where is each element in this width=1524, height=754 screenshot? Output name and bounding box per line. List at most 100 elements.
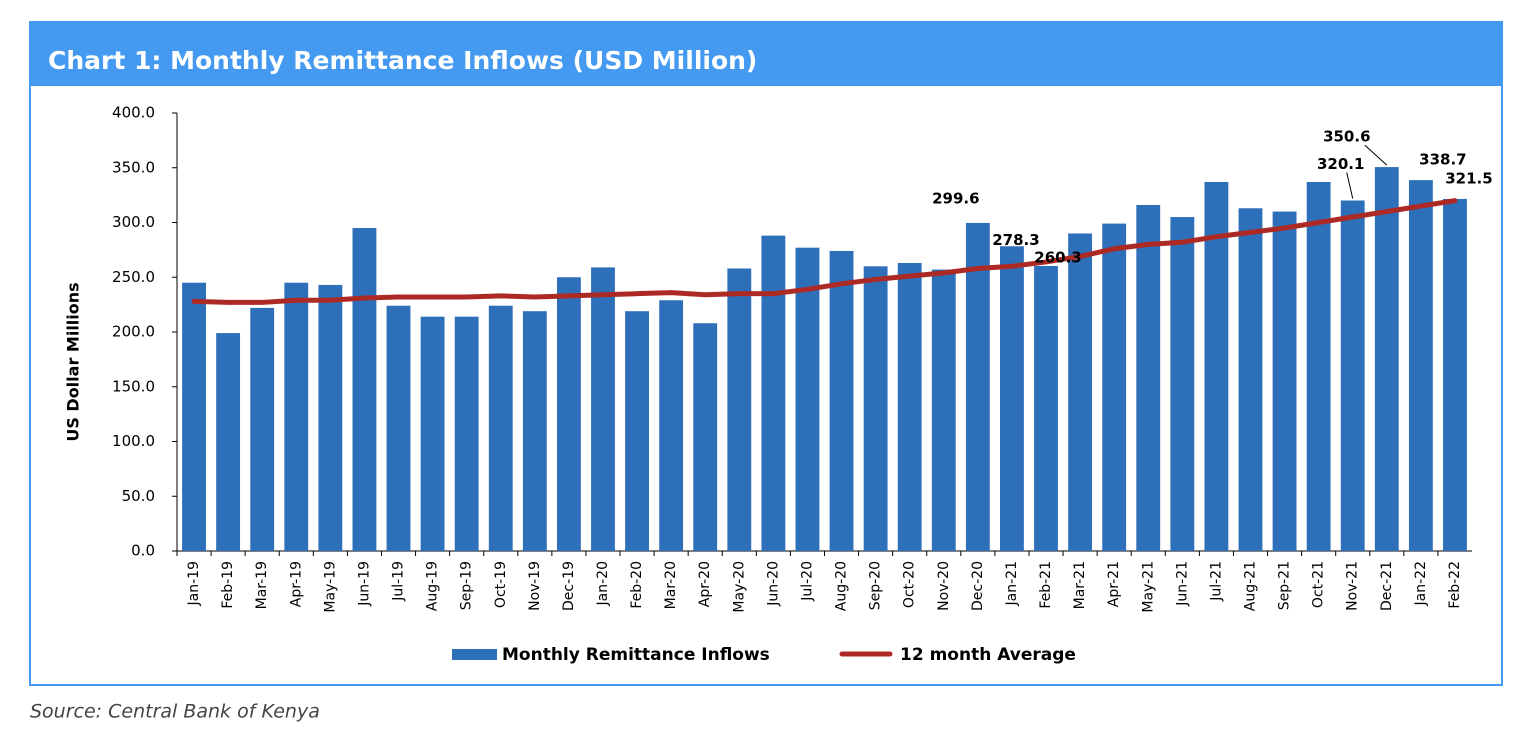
x-tick-label: Nov-21 bbox=[1345, 561, 1361, 611]
header-bar bbox=[30, 22, 1502, 86]
value-label: 320.1 bbox=[1317, 155, 1364, 173]
x-tick-label: Aug-19 bbox=[425, 561, 441, 611]
bar bbox=[250, 307, 275, 551]
bar bbox=[625, 311, 649, 551]
legend-label: Monthly Remittance Inflows bbox=[502, 645, 770, 665]
x-tick-label: Jul-19 bbox=[391, 561, 407, 602]
y-tick-label: 300.0 bbox=[112, 213, 155, 231]
x-tick-label: Apr-20 bbox=[697, 561, 713, 607]
x-tick-label: Sep-21 bbox=[1277, 561, 1293, 610]
y-tick-label: 200.0 bbox=[112, 323, 155, 341]
bar bbox=[1170, 217, 1195, 551]
x-tick-label: Jan-19 bbox=[186, 561, 202, 606]
bar bbox=[1068, 233, 1093, 551]
x-tick-label: May-21 bbox=[1140, 561, 1156, 613]
leader-line bbox=[1364, 144, 1388, 166]
legend-label: 12 month Average bbox=[900, 645, 1076, 665]
bar bbox=[795, 247, 820, 551]
x-tick-label: Jun-19 bbox=[356, 561, 372, 607]
bar bbox=[522, 311, 547, 551]
x-tick-label: Jan-20 bbox=[595, 561, 611, 606]
value-label: 321.5 bbox=[1445, 169, 1492, 187]
x-tick-label: Oct-19 bbox=[493, 561, 509, 608]
y-axis-title: US Dollar Millions bbox=[64, 282, 83, 441]
bar bbox=[318, 284, 343, 551]
x-tick-label: Sep-19 bbox=[459, 561, 475, 610]
x-tick-label: Jun-20 bbox=[765, 561, 781, 607]
bar bbox=[1340, 200, 1365, 552]
bar bbox=[659, 300, 684, 551]
bar bbox=[488, 305, 513, 551]
x-tick-label: Sep-20 bbox=[868, 561, 884, 610]
bar bbox=[829, 250, 854, 551]
value-label: 278.3 bbox=[992, 231, 1039, 249]
y-tick-label: 400.0 bbox=[112, 104, 155, 122]
bar bbox=[352, 227, 377, 551]
bar bbox=[284, 282, 309, 551]
x-tick-label: Mar-19 bbox=[254, 561, 270, 609]
bar bbox=[897, 263, 922, 551]
bar bbox=[863, 266, 888, 551]
bar bbox=[761, 235, 786, 551]
chart-title: Chart 1: Monthly Remittance Inflows (USD… bbox=[48, 46, 757, 75]
x-tick-label: Jan-22 bbox=[1413, 561, 1429, 606]
x-tick-label: Feb-20 bbox=[629, 561, 645, 609]
bar bbox=[591, 267, 615, 551]
x-tick-label: Nov-19 bbox=[527, 561, 543, 611]
x-tick-label: Oct-21 bbox=[1311, 561, 1327, 608]
legend-swatch bbox=[452, 649, 497, 660]
bar bbox=[965, 222, 990, 552]
bar bbox=[1204, 181, 1229, 552]
bar bbox=[727, 268, 752, 551]
x-tick-label: Feb-19 bbox=[220, 561, 236, 609]
x-tick-label: Jan-21 bbox=[1004, 561, 1020, 606]
bar bbox=[1238, 208, 1263, 551]
x-tick-label: Jun-21 bbox=[1174, 561, 1190, 607]
x-tick-label: Apr-21 bbox=[1106, 561, 1122, 607]
y-tick-label: 250.0 bbox=[112, 268, 155, 286]
x-tick-label: Mar-20 bbox=[663, 561, 679, 609]
bar bbox=[1136, 204, 1161, 552]
x-tick-label: May-20 bbox=[731, 561, 747, 613]
x-tick-label: Mar-21 bbox=[1072, 561, 1088, 609]
value-label: 338.7 bbox=[1419, 151, 1466, 169]
y-tick-label: 50.0 bbox=[122, 487, 155, 505]
bar bbox=[420, 316, 445, 551]
value-label: 260.3 bbox=[1034, 248, 1081, 266]
x-tick-label: Nov-20 bbox=[936, 561, 952, 611]
bar bbox=[386, 305, 411, 551]
x-tick-label: Dec-20 bbox=[970, 561, 986, 611]
bar bbox=[556, 277, 581, 551]
x-tick-label: Apr-19 bbox=[288, 561, 304, 607]
bar bbox=[1443, 198, 1467, 551]
x-tick-label: May-19 bbox=[322, 561, 338, 613]
bar bbox=[216, 333, 241, 551]
source: Source: Central Bank of Kenya bbox=[30, 701, 320, 723]
leader-line bbox=[1346, 172, 1354, 199]
x-tick-label: Dec-19 bbox=[561, 561, 577, 611]
bar bbox=[693, 323, 718, 551]
bar bbox=[1408, 180, 1433, 551]
x-tick-label: Feb-21 bbox=[1038, 561, 1054, 609]
value-label: 350.6 bbox=[1323, 128, 1370, 146]
x-tick-label: Aug-21 bbox=[1242, 561, 1258, 611]
line bbox=[191, 198, 1458, 305]
bar bbox=[1000, 246, 1024, 551]
x-tick-label: Aug-20 bbox=[834, 561, 850, 611]
y-tick-label: 0.0 bbox=[131, 542, 155, 560]
x-tick-label: Oct-20 bbox=[902, 561, 918, 608]
y-tick-label: 150.0 bbox=[112, 377, 155, 395]
bar bbox=[931, 269, 956, 551]
y-tick-label: 100.0 bbox=[112, 432, 155, 450]
x-tick-label: Dec-21 bbox=[1379, 561, 1395, 611]
x-tick-label: Feb-22 bbox=[1447, 561, 1463, 609]
bar bbox=[182, 282, 206, 551]
bar bbox=[1374, 167, 1399, 551]
bar bbox=[1272, 211, 1297, 552]
bar bbox=[1034, 265, 1058, 551]
bar bbox=[1306, 181, 1331, 552]
bar bbox=[1102, 223, 1127, 551]
x-tick-label: Jul-21 bbox=[1208, 561, 1224, 602]
